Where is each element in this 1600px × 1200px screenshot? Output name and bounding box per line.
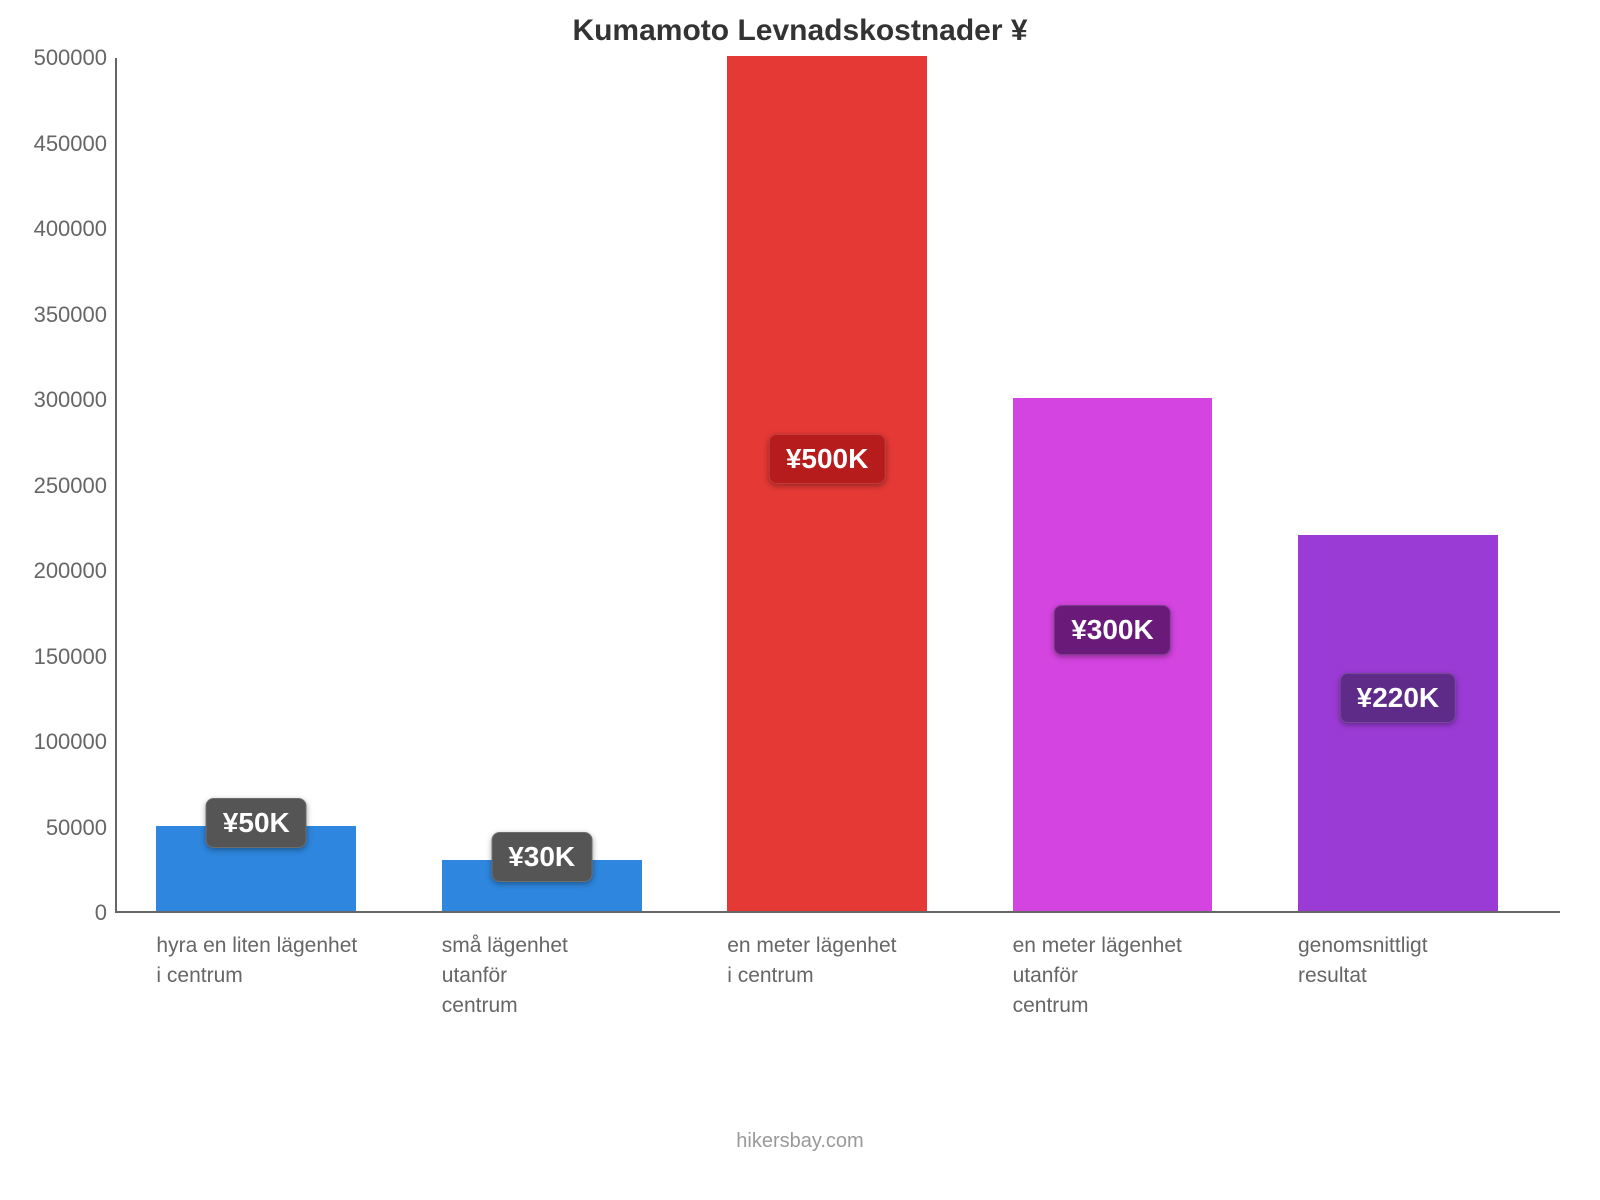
y-axis-tick-label: 250000 (34, 473, 117, 499)
x-axis-label-line: små lägenhet (442, 931, 692, 961)
y-axis-tick-label: 500000 (34, 45, 117, 71)
x-axis-label-line: centrum (442, 991, 692, 1021)
x-axis-label-line: utanför (1013, 961, 1263, 991)
y-axis-tick-label: 0 (95, 900, 117, 926)
bar: ¥30K (442, 860, 642, 911)
y-axis-tick-label: 200000 (34, 558, 117, 584)
x-axis-label-line: i centrum (156, 961, 406, 991)
bar-value-badge: ¥300K (1054, 605, 1171, 655)
bar-value-badge: ¥30K (491, 832, 592, 882)
y-axis-tick-label: 400000 (34, 216, 117, 242)
x-axis-label-line: en meter lägenhet (1013, 931, 1263, 961)
y-axis-tick-label: 100000 (34, 729, 117, 755)
x-axis-label: genomsnittligtresultat (1298, 931, 1548, 991)
x-axis-label-line: centrum (1013, 991, 1263, 1021)
bar: ¥500K (727, 56, 927, 911)
x-axis-label-line: utanför (442, 961, 692, 991)
chart-title: Kumamoto Levnadskostnader ¥ (0, 14, 1600, 48)
y-axis-tick-label: 300000 (34, 387, 117, 413)
y-axis-tick-label: 450000 (34, 131, 117, 157)
bar: ¥300K (1013, 398, 1213, 911)
x-axis-label-line: i centrum (727, 961, 977, 991)
y-axis-tick-label: 350000 (34, 302, 117, 328)
x-axis-label-line: resultat (1298, 961, 1548, 991)
x-axis-label: hyra en liten lägenheti centrum (156, 931, 406, 991)
attribution-text: hikersbay.com (0, 1130, 1600, 1153)
x-axis-label: små lägenhetutanförcentrum (442, 931, 692, 1021)
x-axis-label: en meter lägenhetutanförcentrum (1013, 931, 1263, 1021)
bar-value-badge: ¥220K (1340, 673, 1457, 723)
bar: ¥50K (156, 826, 356, 912)
x-axis-label-line: genomsnittligt (1298, 931, 1548, 961)
x-axis-label: en meter lägenheti centrum (727, 931, 977, 991)
x-axis-label-line: en meter lägenhet (727, 931, 977, 961)
bar: ¥220K (1298, 535, 1498, 911)
bar-value-badge: ¥500K (769, 434, 886, 484)
x-axis-label-line: hyra en liten lägenhet (156, 931, 406, 961)
chart-container: Kumamoto Levnadskostnader ¥ 050000100000… (0, 0, 1600, 1200)
plot-area: 0500001000001500002000002500003000003500… (115, 58, 1560, 913)
y-axis-tick-label: 50000 (46, 815, 117, 841)
y-axis-tick-label: 150000 (34, 644, 117, 670)
bar-value-badge: ¥50K (206, 798, 307, 848)
